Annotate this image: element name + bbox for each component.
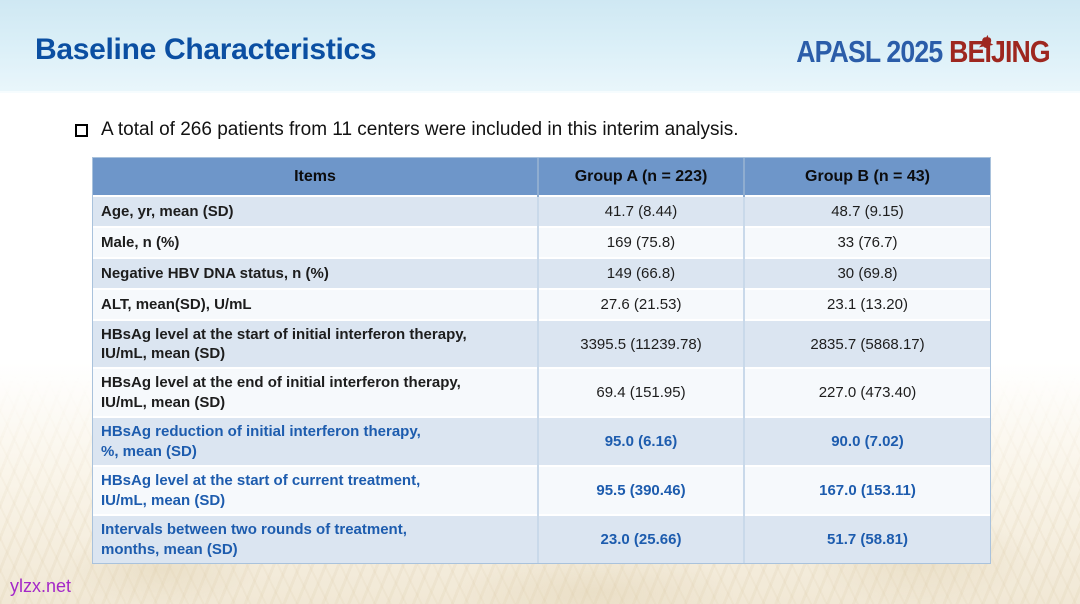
row-label: HBsAg level at the start of current trea… <box>93 465 538 515</box>
bullet-text: A total of 266 patients from 11 centers … <box>101 119 739 140</box>
magpie-bird-icon <box>977 21 994 49</box>
group-b-value: 33 (76.7) <box>743 226 990 258</box>
group-a-value: 149 (66.8) <box>537 257 744 289</box>
group-a-value: 27.6 (21.53) <box>537 288 744 320</box>
group-a-value: 95.5 (390.46) <box>537 465 744 515</box>
group-a-value: 169 (75.8) <box>537 226 744 258</box>
group-b-value: 227.0 (473.40) <box>743 367 990 417</box>
group-b-value: 167.0 (153.11) <box>743 465 990 515</box>
watermark: ylzx.net <box>10 576 72 596</box>
group-b-value: 51.7 (58.81) <box>743 514 990 563</box>
table-row: ALT, mean(SD), U/mL 27.6 (21.53) 23.1 (1… <box>93 288 990 320</box>
table-row: Intervals between two rounds of treatmen… <box>93 514 990 563</box>
group-b-value: 2835.7 (5868.17) <box>743 319 990 368</box>
row-label: HBsAg level at the end of initial interf… <box>93 367 538 417</box>
group-a-value: 3395.5 (11239.78) <box>537 319 744 368</box>
table-header-items: Items <box>93 158 538 196</box>
row-label: Intervals between two rounds of treatmen… <box>93 514 538 563</box>
table-row: HBsAg level at the start of initial inte… <box>93 319 990 368</box>
group-b-value: 30 (69.8) <box>743 257 990 289</box>
table-row: Male, n (%) 169 (75.8) 33 (76.7) <box>93 226 990 258</box>
page-title: Baseline Characteristics <box>35 33 377 66</box>
group-b-value: 90.0 (7.02) <box>743 416 990 466</box>
table-row: HBsAg reduction of initial interferon th… <box>93 416 990 466</box>
row-label: Age, yr, mean (SD) <box>93 195 538 227</box>
table-row: Age, yr, mean (SD) 41.7 (8.44) 48.7 (9.1… <box>93 195 990 227</box>
row-label: HBsAg level at the start of initial inte… <box>93 319 538 368</box>
table-header-group-a: Group A (n = 223) <box>537 158 744 196</box>
table-header-group-b: Group B (n = 43) <box>743 158 990 196</box>
bullet-square-icon <box>75 123 88 137</box>
baseline-characteristics-table: Items Group A (n = 223) Group B (n = 43)… <box>93 158 990 563</box>
logo-beijing-text: BEIJING <box>949 34 1051 70</box>
table-row: HBsAg level at the end of initial interf… <box>93 367 990 417</box>
table-row: HBsAg level at the start of current trea… <box>93 465 990 515</box>
header-band: Baseline Characteristics APASL 2025 BEIJI… <box>0 0 1080 93</box>
group-a-value: 95.0 (6.16) <box>537 416 744 466</box>
table-row: Negative HBV DNA status, n (%) 149 (66.8… <box>93 257 990 289</box>
group-b-value: 48.7 (9.15) <box>743 195 990 227</box>
row-label: HBsAg reduction of initial interferon th… <box>93 416 538 466</box>
row-label: ALT, mean(SD), U/mL <box>93 288 538 320</box>
group-a-value: 69.4 (151.95) <box>537 367 744 417</box>
group-a-value: 23.0 (25.66) <box>537 514 744 563</box>
logo-apasl-text: APASL 2025 <box>796 34 943 69</box>
row-label: Negative HBV DNA status, n (%) <box>93 257 538 289</box>
bullet-item: A total of 266 patients from 11 centers … <box>75 119 739 141</box>
group-b-value: 23.1 (13.20) <box>743 288 990 320</box>
row-label: Male, n (%) <box>93 226 538 258</box>
group-a-value: 41.7 (8.44) <box>537 195 744 227</box>
table-header-row: Items Group A (n = 223) Group B (n = 43) <box>93 158 990 196</box>
conference-logo: APASL 2025 BEIJING <box>796 34 1050 70</box>
